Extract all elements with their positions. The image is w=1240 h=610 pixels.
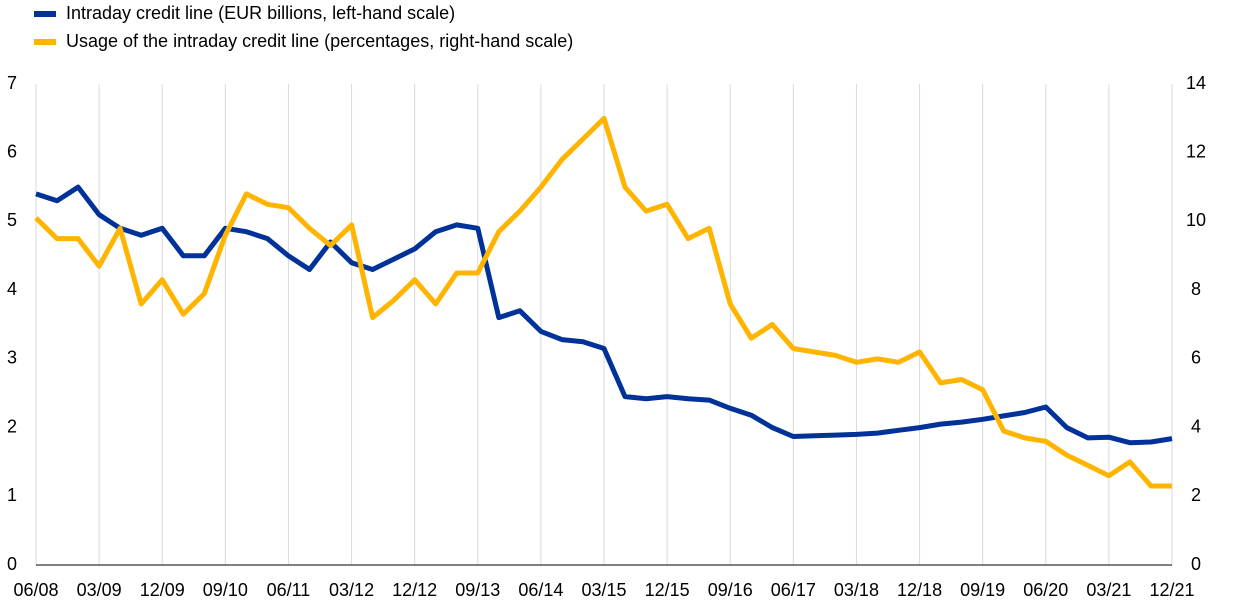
y2-tick-label: 14 bbox=[1186, 73, 1206, 93]
legend-label: Usage of the intraday credit line (perce… bbox=[66, 31, 573, 51]
x-tick-label: 09/10 bbox=[203, 580, 248, 600]
y2-tick-label: 2 bbox=[1191, 485, 1201, 505]
x-tick-label: 03/09 bbox=[77, 580, 122, 600]
y-tick-label: 7 bbox=[7, 73, 17, 93]
x-tick-label: 06/14 bbox=[518, 580, 563, 600]
x-tick-label: 12/21 bbox=[1149, 580, 1194, 600]
x-tick-label: 03/21 bbox=[1086, 580, 1131, 600]
y2-tick-label: 0 bbox=[1191, 554, 1201, 574]
y-tick-label: 2 bbox=[7, 416, 17, 436]
x-tick-label: 03/12 bbox=[329, 580, 374, 600]
y2-tick-label: 6 bbox=[1191, 348, 1201, 368]
x-tick-label: 09/19 bbox=[960, 580, 1005, 600]
x-tick-label: 12/15 bbox=[645, 580, 690, 600]
y-tick-label: 5 bbox=[7, 210, 17, 230]
x-tick-label: 06/17 bbox=[771, 580, 816, 600]
y2-tick-label: 8 bbox=[1191, 279, 1201, 299]
x-tick-label: 06/20 bbox=[1023, 580, 1068, 600]
y2-tick-label: 4 bbox=[1191, 416, 1201, 436]
x-tick-label: 09/16 bbox=[708, 580, 753, 600]
y-tick-label: 0 bbox=[7, 554, 17, 574]
x-tick-label: 06/08 bbox=[13, 580, 58, 600]
x-tick-label: 12/09 bbox=[140, 580, 185, 600]
x-tick-label: 03/15 bbox=[581, 580, 626, 600]
legend-label: Intraday credit line (EUR billions, left… bbox=[66, 3, 455, 23]
y2-tick-label: 12 bbox=[1186, 141, 1206, 161]
y-tick-label: 6 bbox=[7, 141, 17, 161]
y-tick-label: 4 bbox=[7, 279, 17, 299]
x-tick-label: 12/18 bbox=[897, 580, 942, 600]
y-tick-label: 1 bbox=[7, 485, 17, 505]
x-tick-label: 06/11 bbox=[267, 580, 311, 600]
x-tick-label: 12/12 bbox=[392, 580, 437, 600]
y-tick-label: 3 bbox=[7, 348, 17, 368]
series-line bbox=[34, 115, 1172, 489]
x-tick-label: 09/13 bbox=[455, 580, 500, 600]
y2-tick-label: 10 bbox=[1186, 210, 1206, 230]
x-tick-label: 03/18 bbox=[834, 580, 879, 600]
series-line bbox=[35, 184, 1173, 446]
